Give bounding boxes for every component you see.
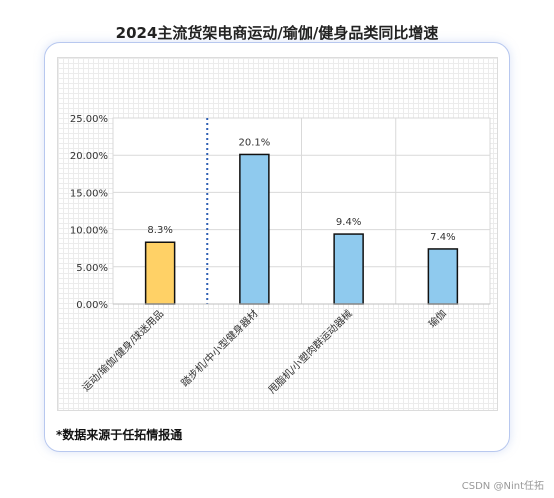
data-label: 8.3% [147,225,172,236]
y-tick-label: 0.00% [76,300,108,311]
data-label: 20.1% [238,137,270,148]
x-tick-label: 甩脂机/小塑肉群运动器械 [265,307,354,396]
y-tick-label: 25.00% [70,114,108,125]
bar [239,153,270,305]
data-source-note: *数据来源于任拓情报通 [56,428,183,442]
y-tick-label: 10.00% [70,226,108,237]
x-tick-label: 运动/瑜伽/健身/球迷用品 [79,307,166,394]
x-tick-label: 瑜伽 [426,307,449,330]
y-tick-label: 15.00% [70,188,108,199]
data-label: 7.4% [430,232,455,243]
y-tick-label: 5.00% [76,263,108,274]
chart-title: 2024主流货架电商运动/瑜伽/健身品类同比增速 [115,24,439,42]
bar [333,233,364,305]
bar [427,248,459,305]
bar [144,241,176,305]
x-tick-label: 踏步机/中小型健身器材 [178,307,260,389]
y-tick-label: 20.00% [70,151,108,162]
watermark: CSDN @Nint任拓 [461,481,544,492]
data-label: 9.4% [336,217,361,228]
